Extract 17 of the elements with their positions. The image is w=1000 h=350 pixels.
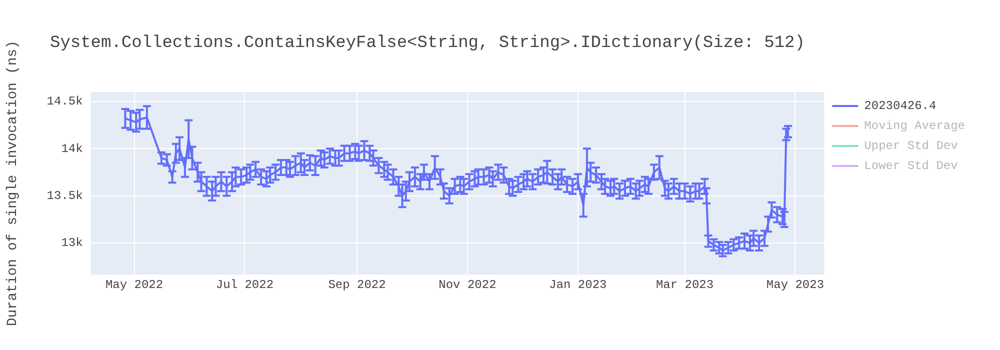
x-tick-label: May 2023 xyxy=(766,278,824,292)
y-tick-label: 13k xyxy=(61,236,83,250)
legend-label: Upper Std Dev xyxy=(864,139,958,154)
y-tick-label: 14k xyxy=(61,142,83,156)
x-tick-label: Jul 2022 xyxy=(216,278,274,292)
x-tick-label: Mar 2023 xyxy=(656,278,714,292)
y-tick-label: 13.5k xyxy=(46,188,83,203)
x-tick-label: Jan 2023 xyxy=(549,278,607,292)
legend-label: 20230426.4 xyxy=(864,99,936,114)
y-tick-label: 14.5k xyxy=(46,94,83,109)
x-tick-label: Nov 2022 xyxy=(438,278,496,292)
chart-title: System.Collections.ContainsKeyFalse<String, String>.IDictionary(Size: 512) xyxy=(50,34,805,53)
y-axis-title: Duration of single invocation (ns) xyxy=(5,40,22,326)
x-tick-label: May 2022 xyxy=(105,278,164,292)
legend-label: Lower Std Dev xyxy=(864,159,958,174)
x-tick-label: Sep 2022 xyxy=(328,278,386,292)
legend-label: Moving Average xyxy=(864,119,966,134)
